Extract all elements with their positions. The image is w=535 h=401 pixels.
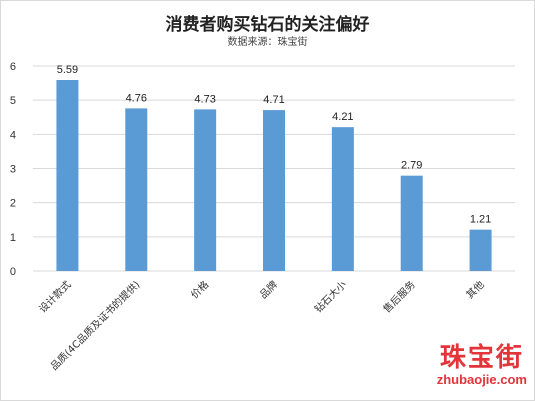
chart-subtitle: 数据来源：珠宝街	[227, 37, 308, 48]
bar	[331, 127, 354, 272]
y-tick-label: 0	[10, 266, 16, 278]
data-label: 1.21	[470, 214, 491, 226]
x-tick-label: 价格	[188, 278, 211, 301]
y-tick-label: 2	[10, 198, 16, 210]
bar	[400, 175, 423, 271]
y-tick-label: 6	[10, 61, 16, 73]
data-label: 2.79	[401, 160, 422, 172]
watermark-url: zhubaojie.com	[436, 372, 527, 387]
y-tick-label: 3	[10, 164, 16, 176]
watermark-name: 珠宝街	[439, 343, 524, 373]
bar	[469, 229, 492, 271]
y-tick-label: 1	[10, 232, 16, 244]
y-tick-label: 5	[10, 95, 16, 107]
bar	[194, 109, 217, 272]
x-tick-label: 售后服务	[380, 278, 417, 315]
bar	[263, 110, 285, 271]
bar	[125, 108, 148, 271]
data-labels: 5.59 4.76 4.73 4.71 4.21 2.79 1.21	[57, 64, 492, 226]
x-tick-label: 其他	[463, 278, 486, 301]
chart-title: 消费者购买钻石的关注偏好	[165, 15, 370, 35]
data-label: 4.76	[126, 92, 147, 104]
gridlines	[33, 65, 515, 272]
y-tick-label: 4	[10, 129, 16, 141]
watermark-logo: 珠宝街 zhubaojie.com	[437, 343, 527, 387]
data-label: 4.73	[194, 93, 215, 105]
x-tick-label: 品牌	[257, 278, 280, 301]
x-tick-label: 钻石大小	[312, 278, 349, 315]
bar	[56, 80, 79, 271]
y-axis-ticks: 0 1 2 3 4 5 6	[10, 61, 16, 278]
data-label: 5.59	[57, 64, 78, 76]
data-label: 4.21	[332, 111, 353, 123]
bars	[56, 80, 492, 272]
x-tick-label: 设计款式	[36, 278, 73, 315]
data-label: 4.71	[263, 94, 284, 106]
